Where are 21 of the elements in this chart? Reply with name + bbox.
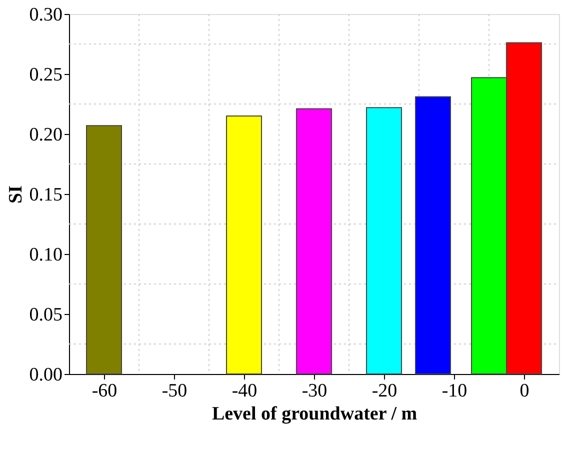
bar <box>296 108 332 374</box>
y-tick-label: 0.30 <box>29 4 62 26</box>
y-tick-label: 0.20 <box>29 124 62 146</box>
x-tick-label: -10 <box>442 380 468 402</box>
x-tick-label: -30 <box>302 380 328 402</box>
y-tick-label: 0.05 <box>29 304 62 326</box>
y-tick-label: 0.00 <box>29 364 62 386</box>
x-tick-label: 0 <box>520 380 530 402</box>
y-tick-label: 0.25 <box>29 64 62 86</box>
x-tick-label: -20 <box>372 380 398 402</box>
y-tick-label: 0.15 <box>29 184 62 206</box>
y-tick-label: 0.10 <box>29 244 62 266</box>
y-axis-title: SI <box>5 186 26 204</box>
bar <box>366 107 402 374</box>
x-axis-title: Level of groundwater / m <box>212 404 418 424</box>
x-tick-label: -50 <box>162 380 188 402</box>
bar <box>226 116 262 374</box>
x-tick-label: -60 <box>92 380 118 402</box>
bar <box>86 125 122 374</box>
x-tick-label: -40 <box>232 380 258 402</box>
bar <box>415 96 451 374</box>
